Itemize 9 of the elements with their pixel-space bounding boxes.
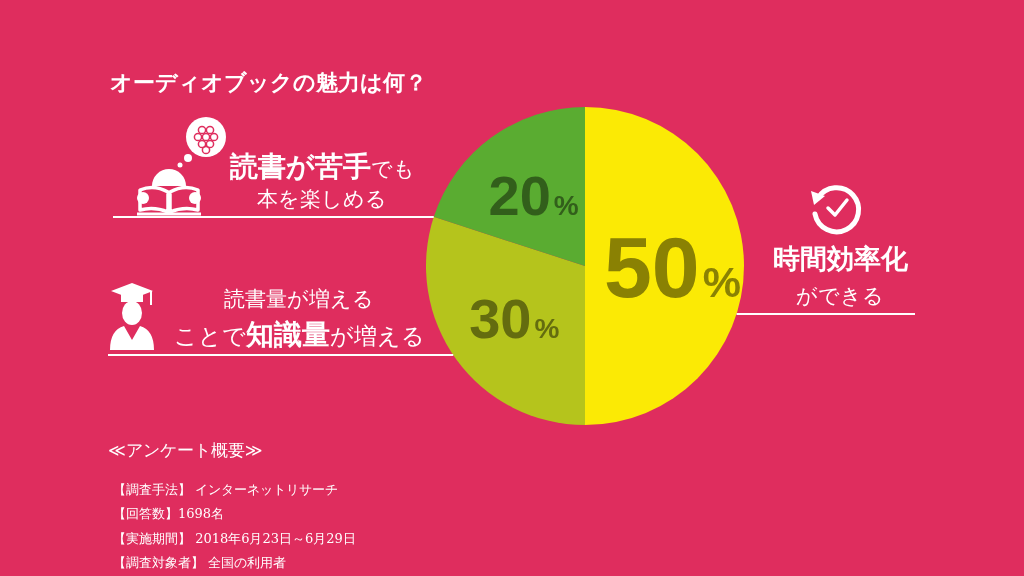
- text: ≪アンケート概要≫: [108, 440, 263, 460]
- text: 【回答数】1698名: [113, 506, 225, 521]
- data-label: 30%: [469, 286, 560, 350]
- data-label: 50%: [604, 218, 741, 315]
- chart-title: オーディオブックの魅力は何？: [110, 70, 427, 95]
- text: 【調査対象者】 全国の利用者: [113, 555, 287, 570]
- data-label: 20%: [488, 164, 579, 228]
- text: 【実施期間】 2018年6月23日～6月29日: [113, 530, 356, 546]
- text: 【調査手法】 インターネットリサーチ: [113, 481, 339, 497]
